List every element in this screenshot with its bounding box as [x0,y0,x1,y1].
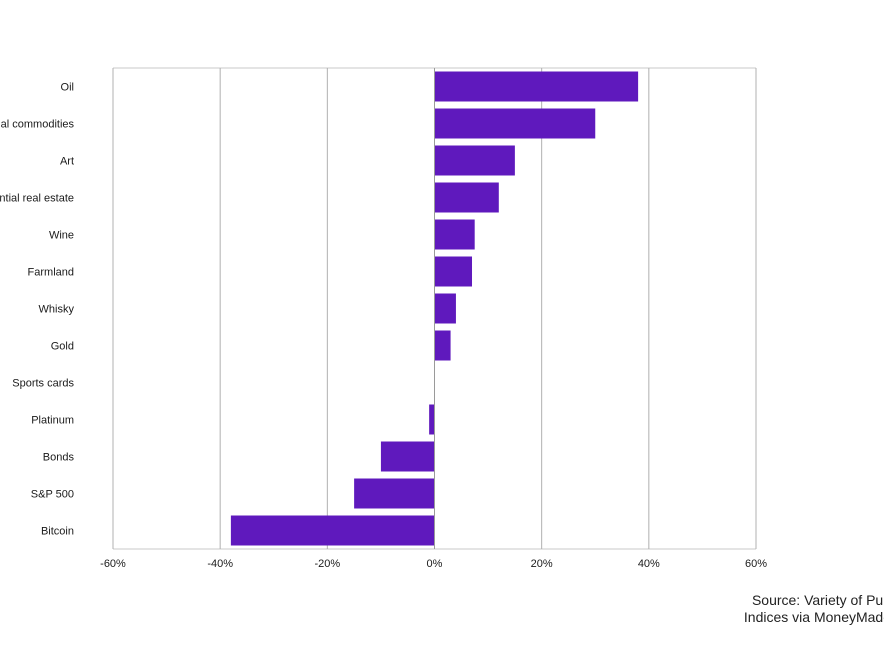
category-label: Wine [49,230,74,242]
category-label: Sports cards [12,378,74,390]
x-tick-label: 0% [427,558,443,570]
bar [434,108,596,139]
x-tick-label: 40% [638,558,660,570]
source-note: Source: Variety of Pub Indices via Money… [731,592,884,626]
category-label: Bitcoin [41,526,74,538]
bar [434,71,639,102]
source-line-2: Indices via MoneyMade [743,609,884,625]
bar [354,478,435,509]
bar [380,441,435,472]
bar [230,515,435,546]
source-line-1: Source: Variety of Pub [751,592,884,608]
x-tick-label: -40% [207,558,233,570]
x-tick-label: 20% [531,558,553,570]
bar [429,404,435,435]
category-label: Oil [61,82,74,94]
category-label: ntial real estate [0,193,74,205]
bar [434,256,473,287]
category-label: Gold [51,341,74,353]
x-tick-label: -20% [314,558,340,570]
category-label: Farmland [28,267,74,279]
category-label: S&P 500 [31,489,74,501]
category-label: Bonds [43,452,75,464]
bar [434,182,499,213]
bar [434,330,451,361]
category-label: Art [60,156,74,168]
bar [434,293,456,324]
category-label: al commodities [1,119,75,131]
category-label: Whisky [39,304,75,316]
x-tick-label: 60% [745,558,767,570]
bar [434,219,475,250]
category-label: Platinum [31,415,74,427]
x-tick-label: -60% [100,558,126,570]
bar [434,145,515,176]
